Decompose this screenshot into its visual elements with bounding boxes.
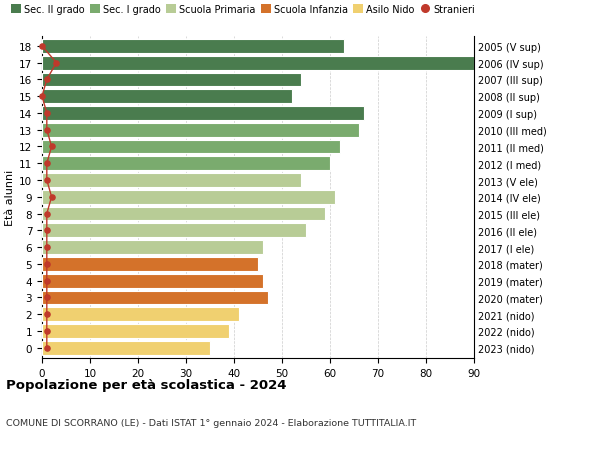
Text: COMUNE DI SCORRANO (LE) - Dati ISTAT 1° gennaio 2024 - Elaborazione TUTTITALIA.I: COMUNE DI SCORRANO (LE) - Dati ISTAT 1° … (6, 418, 416, 427)
Bar (42, 56, 474, 70)
Bar (42, 107, 364, 121)
Point (47, 144, 56, 151)
Bar (42, 174, 301, 187)
Bar (42, 123, 359, 137)
Bar (42, 73, 301, 87)
Point (42, 127, 52, 134)
Point (37, 43, 47, 50)
Legend: Sec. II grado, Sec. I grado, Scuola Primaria, Scuola Infanzia, Asilo Nido, Stran: Sec. II grado, Sec. I grado, Scuola Prim… (11, 5, 475, 15)
Bar (42, 40, 344, 54)
Point (42, 227, 52, 235)
Bar (42, 157, 330, 171)
Point (37, 93, 47, 101)
Bar (42, 308, 239, 321)
Bar (42, 140, 340, 154)
Bar (42, 291, 268, 305)
Text: Popolazione per età scolastica - 2024: Popolazione per età scolastica - 2024 (6, 379, 287, 392)
Point (42, 244, 52, 251)
Bar (42, 90, 292, 104)
Point (42, 160, 52, 168)
Point (42, 261, 52, 268)
Point (42, 210, 52, 218)
Point (42, 344, 52, 352)
Bar (42, 207, 325, 221)
Y-axis label: Età alunni: Età alunni (5, 169, 15, 225)
Bar (42, 274, 263, 288)
Bar (42, 190, 335, 204)
Point (42, 311, 52, 318)
Point (42, 277, 52, 285)
Point (42, 77, 52, 84)
Bar (42, 341, 210, 355)
Point (42, 328, 52, 335)
Point (42, 110, 52, 118)
Point (42, 294, 52, 302)
Bar (42, 224, 306, 238)
Bar (42, 257, 258, 271)
Point (47, 194, 56, 201)
Bar (42, 325, 229, 338)
Point (42, 177, 52, 185)
Point (52, 60, 61, 67)
Bar (42, 241, 263, 254)
